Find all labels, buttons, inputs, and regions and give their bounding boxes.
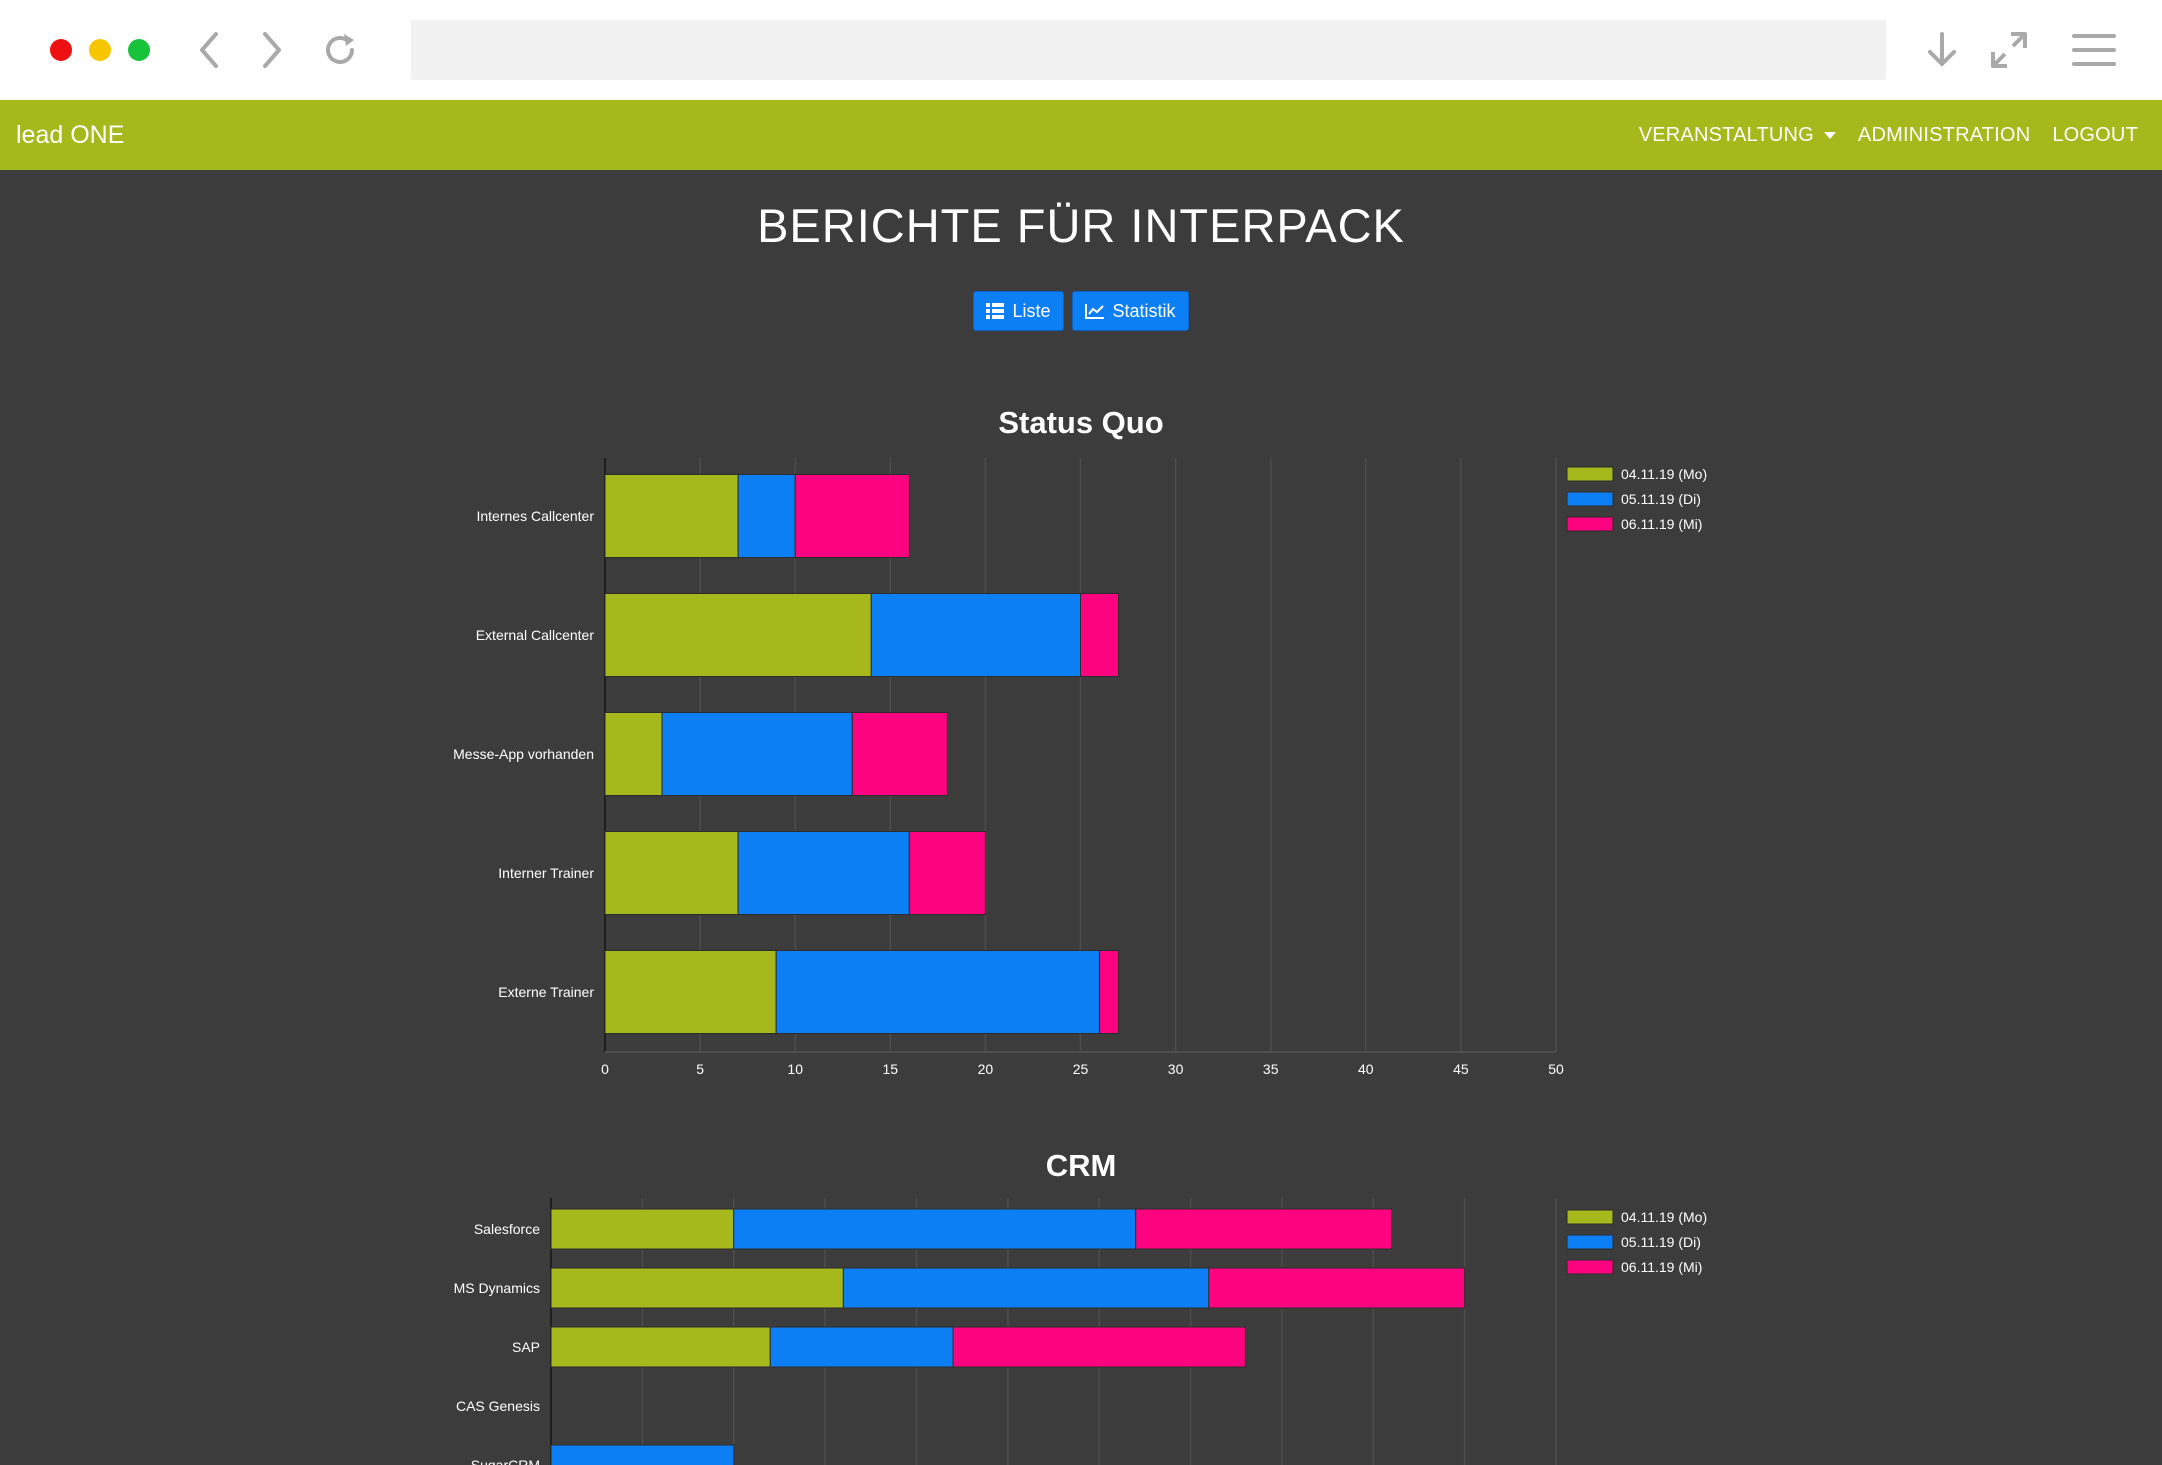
bar-segment [604, 474, 739, 558]
y-category-label: SugarCRM [471, 1457, 540, 1465]
y-category-label: Messe-App vorhanden [453, 746, 594, 762]
bar-segment [604, 831, 739, 915]
x-tick-label: 35 [1263, 1061, 1279, 1077]
x-tick-label: 5 [696, 1061, 704, 1077]
x-tick-label: 50 [1548, 1061, 1564, 1077]
bar-segment [851, 712, 948, 796]
bar-segment [550, 1326, 771, 1368]
download-button[interactable] [1918, 26, 1966, 74]
chevron-left-icon [200, 32, 218, 68]
legend-label: 06.11.19 (Mi) [1621, 516, 1702, 532]
reload-icon [326, 34, 354, 64]
line-chart-icon [1084, 303, 1105, 319]
y-category-label: External Callcenter [476, 627, 595, 643]
bar-segment [550, 1267, 844, 1309]
y-category-label: Externe Trainer [498, 984, 594, 1000]
legend-label: 06.11.19 (Mi) [1621, 1259, 1702, 1275]
bar-segment [1080, 593, 1120, 677]
bar-segment [870, 593, 1082, 677]
x-tick-label: 45 [1453, 1061, 1469, 1077]
y-category-label: MS Dynamics [454, 1280, 540, 1296]
x-tick-label: 0 [601, 1061, 609, 1077]
chevron-right-icon [263, 32, 281, 68]
app-navbar: lead ONE VERANSTALTUNG ADMINISTRATION LO… [0, 100, 2162, 170]
list-view-button[interactable]: Liste [973, 291, 1064, 331]
x-tick-label: 15 [883, 1061, 899, 1077]
y-category-label: Internes Callcenter [476, 508, 594, 524]
bar-segment [1135, 1208, 1393, 1250]
legend-swatch [1566, 516, 1614, 532]
address-bar[interactable] [411, 20, 1886, 80]
bar-segment [733, 1208, 1137, 1250]
expand-icon [1991, 32, 2027, 68]
nav-event-dropdown[interactable]: VERANSTALTUNG [1639, 124, 1836, 147]
legend-swatch [1566, 1209, 1614, 1225]
bar-segment [550, 1444, 735, 1465]
bar-segment [1208, 1267, 1466, 1309]
bar-segment [775, 950, 1101, 1034]
list-icon [986, 303, 1005, 319]
bar-segment [842, 1267, 1210, 1309]
bar-segment [908, 831, 986, 915]
legend-swatch [1566, 466, 1614, 482]
legend-swatch [1566, 491, 1614, 507]
browser-chrome [0, 0, 2162, 100]
legend-label: 04.11.19 (Mo) [1621, 466, 1707, 482]
bar-segment [737, 474, 796, 558]
chart-status-quo-title: Status Quo [998, 405, 1164, 440]
nav-logout-link[interactable]: LOGOUT [2052, 123, 2138, 146]
bar-segment [604, 950, 777, 1034]
x-tick-label: 25 [1073, 1061, 1089, 1077]
y-category-label: SAP [512, 1339, 540, 1355]
page-title: BERICHTE FÜR INTERPACK [757, 199, 1405, 252]
y-category-label: Salesforce [474, 1221, 540, 1237]
statistics-view-label: Statistik [1112, 300, 1176, 321]
statistics-view-button[interactable]: Statistik [1071, 291, 1189, 331]
nav-event-label: VERANSTALTUNG [1638, 123, 1814, 146]
list-view-label: Liste [1012, 300, 1051, 321]
reload-button[interactable] [316, 26, 364, 74]
view-toggle: Liste Statistik [0, 291, 2162, 331]
y-category-label: Interner Trainer [498, 865, 594, 881]
x-tick-label: 20 [978, 1061, 994, 1077]
bar-segment [794, 474, 910, 558]
legend-label: 05.11.19 (Di) [1621, 1234, 1701, 1250]
bar-segment [550, 1208, 735, 1250]
window-maximize-button[interactable] [128, 39, 150, 61]
legend-swatch [1566, 1234, 1614, 1250]
hamburger-menu-icon [2072, 34, 2116, 66]
back-button[interactable] [186, 26, 234, 74]
window-close-button[interactable] [50, 39, 72, 61]
brand-logo[interactable]: lead ONE [16, 121, 125, 149]
fullscreen-button[interactable] [1985, 26, 2033, 74]
nav-links: VERANSTALTUNG ADMINISTRATION LOGOUT [1639, 100, 2138, 170]
x-tick-label: 10 [787, 1061, 803, 1077]
bar-segment [769, 1326, 954, 1368]
window-minimize-button[interactable] [89, 39, 111, 61]
legend-label: 04.11.19 (Mo) [1621, 1209, 1707, 1225]
x-tick-label: 30 [1168, 1061, 1184, 1077]
download-arrow-icon [1928, 32, 1956, 66]
legend-swatch [1566, 1259, 1614, 1275]
forward-button[interactable] [247, 26, 295, 74]
chart-crm-title: CRM [1045, 1148, 1117, 1183]
caret-down-icon [1823, 131, 1836, 139]
bar-segment [1099, 950, 1120, 1034]
bar-segment [661, 712, 853, 796]
legend-label: 05.11.19 (Di) [1621, 491, 1701, 507]
nav-administration-link[interactable]: ADMINISTRATION [1857, 123, 2031, 146]
x-tick-label: 40 [1358, 1061, 1374, 1077]
browser-menu-button[interactable] [2070, 26, 2118, 74]
bar-segment [952, 1326, 1246, 1368]
bar-segment [604, 593, 872, 677]
y-category-label: CAS Genesis [456, 1398, 540, 1414]
